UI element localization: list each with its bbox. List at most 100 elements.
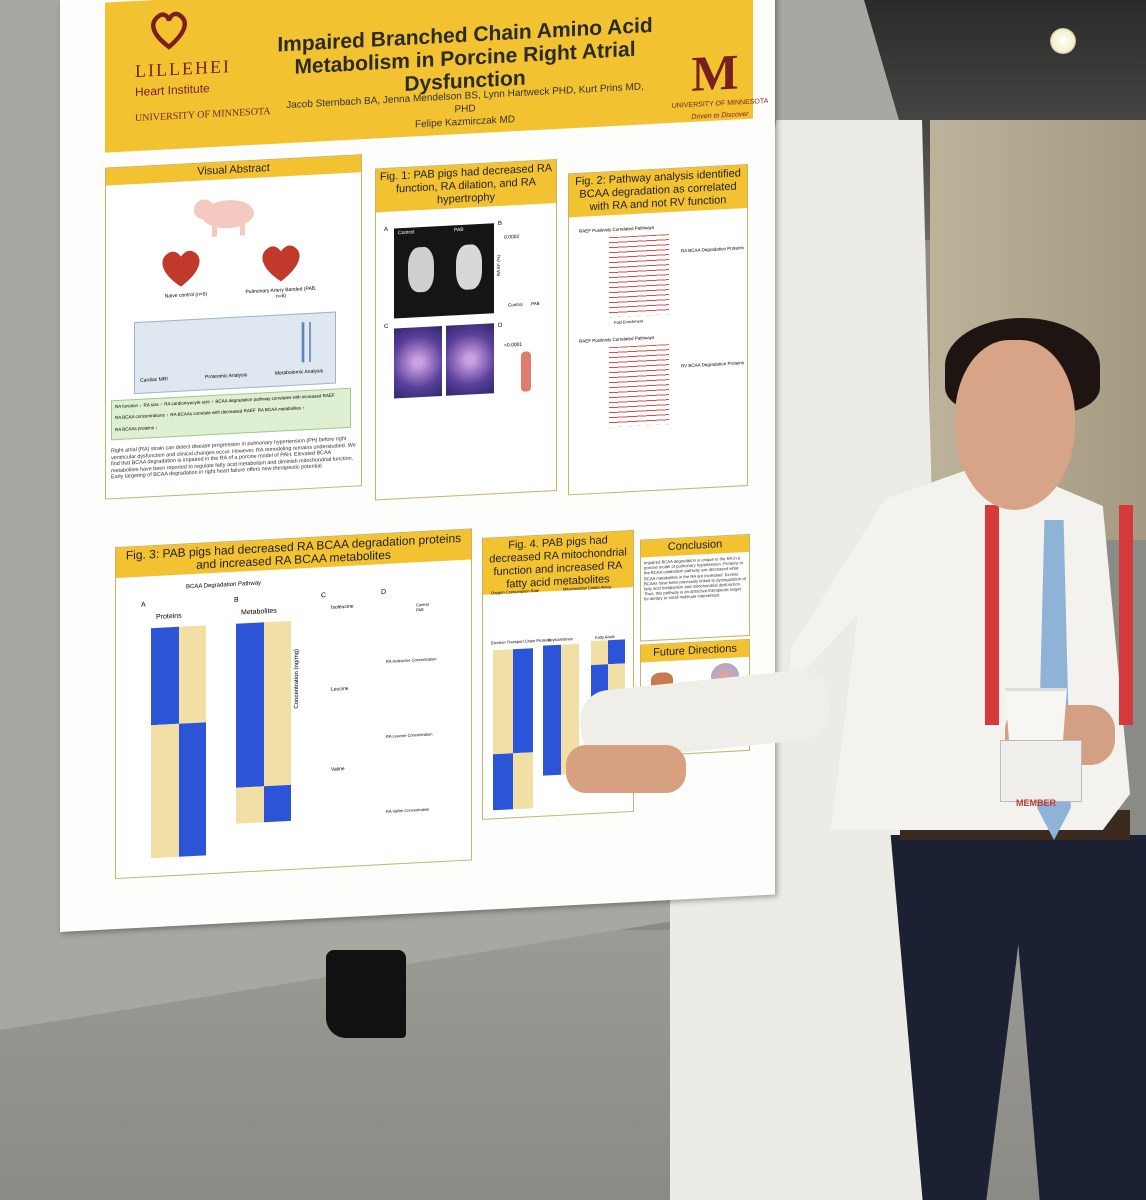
fig2-xlabel: Fold Enrichment [614, 318, 644, 325]
heat-cell [591, 640, 608, 666]
fig2-sub4: RV BCAA Degradation Proteins [681, 360, 744, 369]
name-badge [1000, 740, 1082, 802]
fig3-panel-d: D [381, 588, 387, 597]
fig3-heading: Fig. 3: PAB pigs had decreased RA BCAA d… [116, 529, 471, 579]
fig2-sub3: RA BCAA Degradation Proteins [681, 245, 744, 254]
metabolites-label: Metabolites [241, 607, 277, 617]
mri-heart-pab [456, 243, 482, 291]
fig4-sub1: Oxygen Consumption Rate [491, 587, 540, 596]
fig1-p-value-d: <0.0001 [504, 341, 523, 349]
institute-name: LILLEHEI [135, 56, 231, 82]
results-box: RA function ↓ RA size ↑ RA cardiomyocyte… [111, 387, 351, 441]
poster-banner: LILLEHEI Heart Institute UNIVERSITY OF M… [105, 0, 768, 153]
heat-cell [236, 622, 264, 788]
method-mri: Cardiac MRI [140, 376, 168, 384]
pab-label: Pulmonary Artery Banded (PAB, n=6) [245, 285, 317, 300]
fig4-sub3: Electron Transport Chain Proteins [491, 637, 552, 646]
fig3-ylabel: Concentration (ng/mg) [294, 648, 300, 709]
fig1-panel-c: C [384, 323, 389, 331]
conclusion-section: Conclusion Impaired BCAA degradation is … [640, 533, 750, 642]
heat-cell [513, 648, 533, 754]
pointing-hand [566, 745, 686, 793]
fig2-section: Fig. 2: Pathway analysis identified BCAA… [568, 163, 748, 496]
fig3-legend: Control PAB [416, 602, 429, 613]
legend-pab: PAB [416, 606, 424, 613]
protein-heatmap [151, 625, 206, 859]
pathway-lollipop-2 [609, 344, 669, 428]
fig1-panel-a: A [384, 226, 389, 234]
heat-cell [263, 620, 291, 787]
fig1-violin [521, 351, 531, 392]
c-label-isoleucine: Isoleucine [331, 603, 354, 611]
background-shoe [326, 950, 406, 1038]
mri-control-label: Control [398, 229, 415, 237]
heat-cell [151, 626, 179, 725]
metabolite-heatmap [236, 620, 291, 824]
fig1-panel-b: B [498, 220, 503, 228]
fig2-heading: Fig. 2: Pathway analysis identified BCAA… [569, 164, 747, 218]
university-name: UNIVERSITY OF MINNESOTA [135, 105, 271, 125]
fig3-panel-b: B [234, 596, 239, 604]
fig2-sub1: RAEF Positively Correlated Pathways [579, 224, 655, 234]
result-item: BCAA degradation pathway correlates with… [215, 392, 335, 404]
result-item: RA function ↓ [115, 402, 142, 410]
institute-subtitle: Heart Institute [135, 81, 210, 100]
result-item: RA BCAA concentrations ↑ [115, 412, 169, 421]
heat-cell [493, 649, 513, 755]
histology-pab [446, 323, 494, 396]
fig1-xtick-pab: PAB [531, 300, 540, 307]
conclusion-text: Impaired BCAA degradation is unique to t… [644, 555, 746, 602]
person-face [955, 340, 1075, 510]
method-metabolomic: Metabolomic Analysis [275, 368, 324, 377]
m-tagline: Driven to Discover [691, 110, 749, 121]
d-xlabel-leucine: RA Leucine Concentration [386, 731, 433, 739]
visual-abstract-section: Visual Abstract Naive control (n=5) Pulm… [105, 154, 362, 500]
fig1-heading: Fig. 1: PAB pigs had decreased RA functi… [376, 160, 556, 213]
fig3-pathway-label: BCAA Degradation Pathway [186, 580, 262, 591]
mri-image: Control PAB [394, 223, 494, 319]
result-item: RA BCAAs proteins ↓ [115, 424, 158, 432]
result-item: RA cardiomyocyte size ↑ [164, 398, 214, 407]
ceiling-light [1050, 28, 1076, 54]
result-item: RA BCAA metabolites ↑ [257, 405, 305, 413]
heat-cell [493, 753, 513, 811]
fig4-sub4: Acylcarnitines [548, 636, 573, 643]
fig3-section: Fig. 3: PAB pigs had decreased RA BCAA d… [115, 528, 472, 880]
heat-cell [513, 752, 533, 810]
naive-control-label: Naive control (n=5) [164, 291, 208, 300]
heat-cell [151, 723, 179, 859]
methods-box: Cardiac MRI Proteomic Analysis Metabolom… [134, 311, 336, 395]
d-xlabel-isoleucine: RA Isoleucine Concentration [386, 656, 437, 664]
fig1-ylabel: RA EF (%) [496, 254, 502, 277]
fig1-xtick-control: Control [508, 301, 523, 308]
naive-heart-icon [162, 250, 200, 287]
c-label-valine: Valine [331, 766, 345, 773]
etc-heatmap [493, 648, 533, 811]
mri-pab-label: PAB [454, 226, 464, 234]
lanyard [985, 505, 1133, 725]
fig1-p-value-b: 0.0002 [504, 233, 520, 241]
mri-heart-control [408, 246, 434, 293]
heat-cell [178, 625, 206, 724]
abstract-text: Right atrial (RA) strain can detect dise… [111, 435, 356, 481]
method-proteomic: Proteomic Analysis [205, 372, 248, 381]
result-item: RA size ↑ [143, 401, 163, 408]
future-directions-heading: Future Directions [641, 639, 749, 663]
result-item: RA BCAAs correlate with decreased RAEF [170, 408, 256, 418]
heat-cell [608, 639, 625, 665]
d-xlabel-valine: RA Valine Concentration [386, 806, 430, 814]
visual-abstract-heading: Visual Abstract [106, 155, 361, 186]
fig3-panel-c: C [321, 592, 327, 600]
pab-heart-icon [262, 245, 300, 282]
fig2-sub2: RAEF Positively Correlated Pathways [579, 334, 655, 344]
histology-control [394, 325, 442, 399]
university-m-logo: M [691, 43, 739, 102]
pathway-lollipop-1 [609, 234, 669, 318]
c-label-leucine: Leucine [331, 685, 349, 693]
heat-cell [178, 721, 206, 857]
heat-cell [543, 644, 561, 776]
spectrum-graphic [285, 321, 325, 364]
heat-cell [236, 786, 264, 824]
lillehei-heart-icon [151, 11, 187, 50]
fig4-sub2: Mitochondrial Citrate Assay [563, 584, 612, 592]
